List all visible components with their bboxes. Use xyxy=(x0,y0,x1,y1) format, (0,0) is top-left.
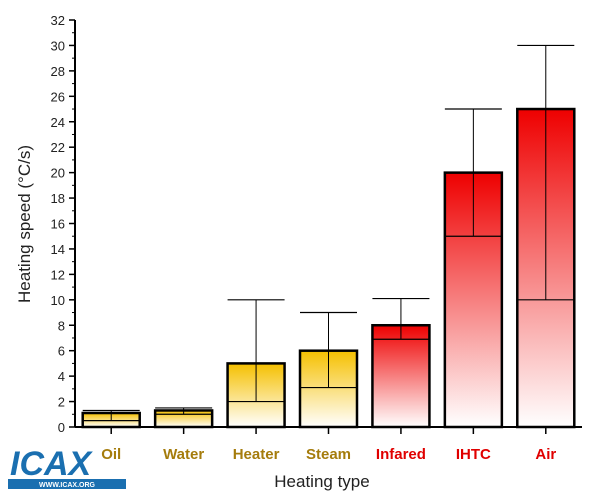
x-tick-label: Infared xyxy=(376,446,426,463)
x-tick-label: Oil xyxy=(101,446,121,463)
x-tick-label: Steam xyxy=(306,446,351,463)
y-tick-label: 18 xyxy=(51,191,65,206)
svg-text:WWW.ICAX.ORG: WWW.ICAX.ORG xyxy=(39,482,96,489)
y-tick-label: 14 xyxy=(51,242,65,257)
bar-infared xyxy=(371,324,431,429)
y-tick-label: 28 xyxy=(51,64,65,79)
y-tick-label: 26 xyxy=(51,89,65,104)
y-tick-label: 8 xyxy=(58,318,65,333)
y-tick-label: 20 xyxy=(51,166,65,181)
y-tick-label: 16 xyxy=(51,217,65,232)
y-tick-label: 22 xyxy=(51,140,65,155)
x-tick-label: IHTC xyxy=(456,446,491,463)
x-axis-label: Heating type xyxy=(274,472,369,491)
y-tick-label: 6 xyxy=(58,344,65,359)
y-tick-label: 12 xyxy=(51,267,65,282)
y-tick-label: 2 xyxy=(58,395,65,410)
icax-logo: ICAX WWW.ICAX.ORG xyxy=(8,445,126,489)
y-tick-label: 30 xyxy=(51,38,65,53)
y-tick-label: 0 xyxy=(58,420,65,435)
y-tick-label: 4 xyxy=(58,369,65,384)
x-tick-label: Heater xyxy=(233,446,280,463)
y-axis-label: Heating speed (°C/s) xyxy=(15,145,34,303)
y-tick-label: 32 xyxy=(51,13,65,28)
x-tick-label: Water xyxy=(163,446,204,463)
y-tick-label: 10 xyxy=(51,293,65,308)
x-tick-label: Air xyxy=(535,446,556,463)
svg-text:ICAX: ICAX xyxy=(10,445,94,483)
y-tick-label: 24 xyxy=(51,115,65,130)
